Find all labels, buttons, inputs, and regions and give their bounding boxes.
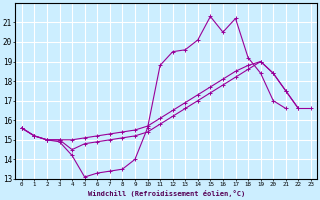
- X-axis label: Windchill (Refroidissement éolien,°C): Windchill (Refroidissement éolien,°C): [88, 190, 245, 197]
